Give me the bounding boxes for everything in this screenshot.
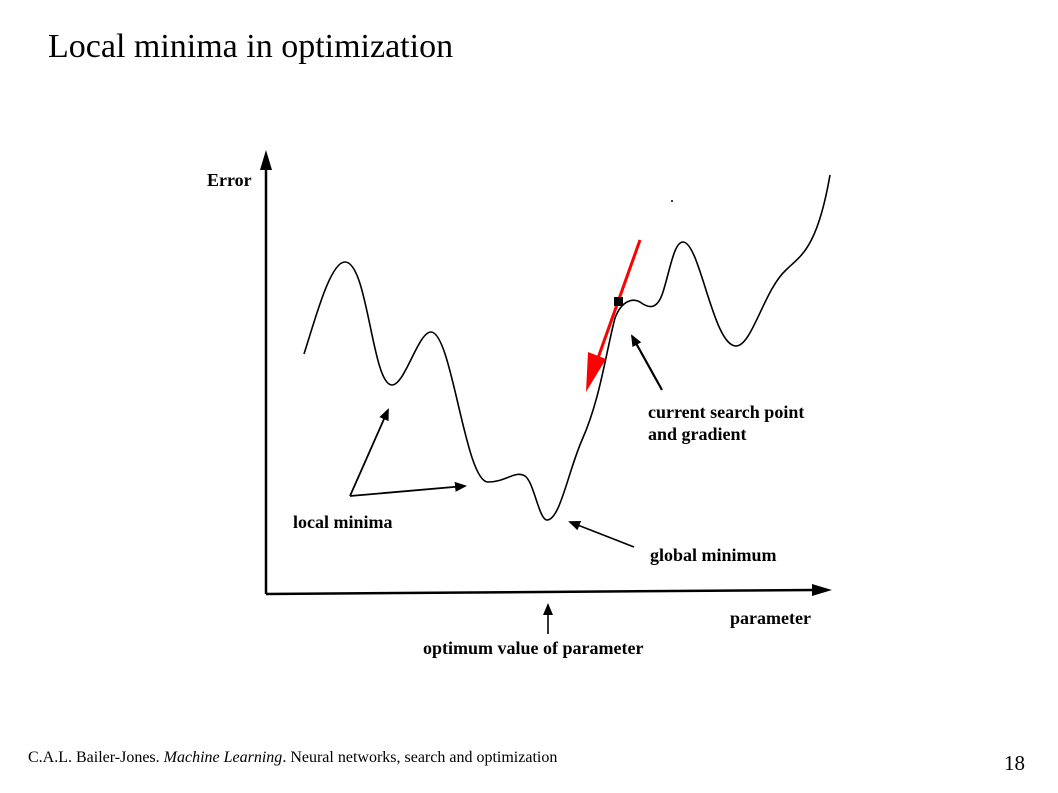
y-axis-arrowhead xyxy=(260,150,272,170)
x-axis-arrowhead xyxy=(812,584,832,596)
error-curve xyxy=(303,174,831,521)
search-point-label-line1: current search point xyxy=(648,402,804,422)
slide-title: Local minima in optimization xyxy=(48,28,454,65)
search-point-pointer xyxy=(631,334,663,391)
local-minima-label: local minima xyxy=(293,512,393,532)
footer-book-title: Machine Learning xyxy=(163,749,283,766)
x-axis-label: parameter xyxy=(730,608,811,628)
current-search-point xyxy=(614,297,623,306)
footer-rest: . Neural networks, search and optimizati… xyxy=(282,749,558,766)
x-axis xyxy=(265,584,832,596)
y-axis-label: Error xyxy=(207,170,252,190)
footer-citation: C.A.L. Bailer-Jones. Machine Learning. N… xyxy=(28,749,557,767)
page-number: 18 xyxy=(1004,751,1025,775)
gradient-arrowhead xyxy=(586,352,606,392)
y-axis xyxy=(260,150,272,594)
footer-author: C.A.L. Bailer-Jones. xyxy=(28,749,164,766)
local-minima-pointer-2 xyxy=(349,481,467,497)
search-point-label-line2: and gradient xyxy=(648,424,747,444)
local-minima-pointer-1 xyxy=(349,408,389,497)
optimum-value-label: optimum value of parameter xyxy=(423,638,643,658)
gradient-arrow xyxy=(586,239,642,392)
stray-dot xyxy=(671,200,673,202)
global-minimum-label: global minimum xyxy=(650,545,777,565)
global-minimum-pointer xyxy=(568,520,635,548)
